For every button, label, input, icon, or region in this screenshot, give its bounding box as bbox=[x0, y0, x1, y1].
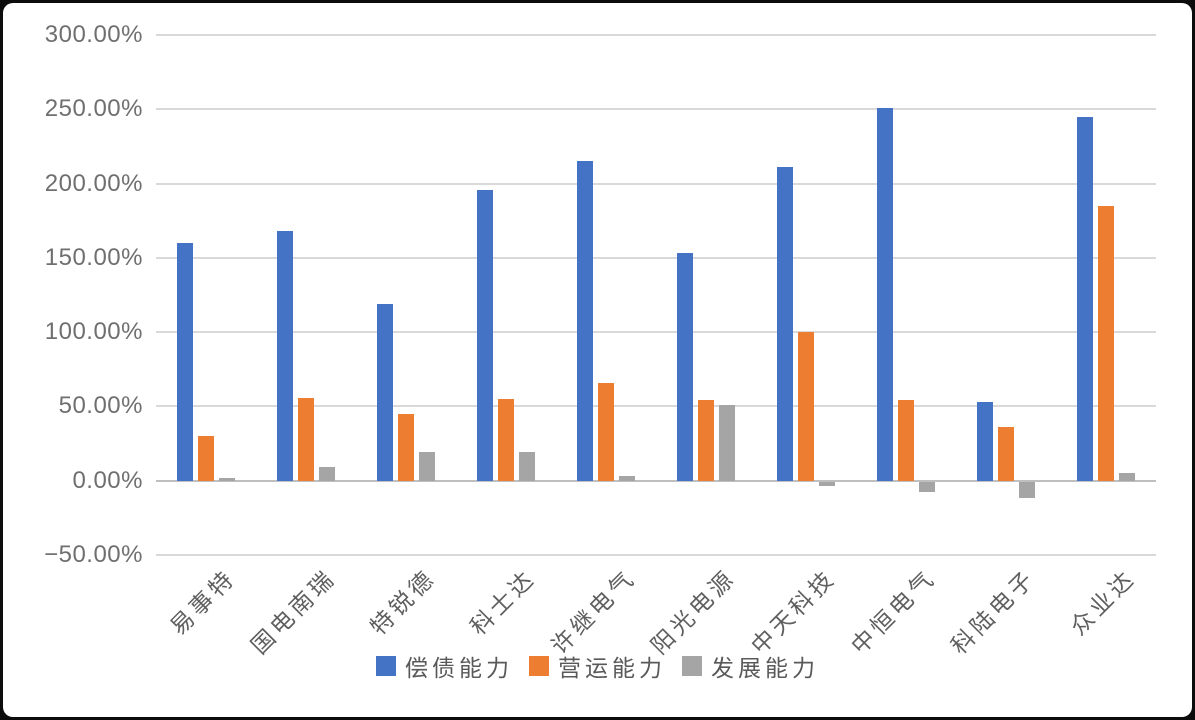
legend-swatch-icon-0 bbox=[376, 656, 396, 676]
bar-s2-c6 bbox=[818, 481, 836, 487]
y-tick-label: −50.00% bbox=[44, 541, 143, 568]
y-tick-label: 150.00% bbox=[44, 243, 143, 271]
bar-s0-c6 bbox=[776, 167, 794, 481]
x-axis-label-5: 阳光电源 bbox=[645, 564, 741, 659]
legend-label-2: 发展能力 bbox=[711, 655, 819, 681]
bar-s1-c7 bbox=[897, 400, 915, 481]
y-tick-label: 0.00% bbox=[72, 466, 143, 494]
bar-s2-c2 bbox=[418, 452, 436, 481]
bar-s0-c4 bbox=[576, 161, 594, 481]
bar-s2-c1 bbox=[318, 467, 336, 481]
bar-s2-c0 bbox=[218, 477, 236, 481]
bar-s0-c3 bbox=[476, 189, 494, 481]
bar-s1-c2 bbox=[397, 413, 415, 481]
x-axis-label-3: 科士达 bbox=[464, 564, 541, 640]
bar-s1-c9 bbox=[1097, 205, 1115, 481]
y-tick-label: 50.00% bbox=[58, 392, 143, 420]
y-tick-label: 100.00% bbox=[44, 318, 143, 346]
y-tick-label: 250.00% bbox=[44, 95, 143, 123]
legend-swatch-icon-1 bbox=[529, 656, 549, 676]
bar-s0-c0 bbox=[176, 243, 194, 481]
x-axis-label-8: 科陆电子 bbox=[945, 564, 1041, 659]
gridline bbox=[156, 331, 1156, 334]
bar-s0-c1 bbox=[276, 231, 294, 481]
bar-s1-c6 bbox=[797, 332, 815, 481]
x-axis-label-2: 特锐德 bbox=[364, 564, 441, 640]
gridline bbox=[156, 554, 1156, 556]
legend-item-1: 营运能力 bbox=[529, 649, 666, 683]
y-tick-label: 300.00% bbox=[44, 21, 143, 48]
x-axis-label-9: 众业达 bbox=[1064, 564, 1141, 640]
x-axis-label-6: 中天科技 bbox=[745, 564, 841, 659]
bar-s0-c5 bbox=[676, 253, 694, 481]
bar-s0-c2 bbox=[376, 303, 394, 481]
y-tick-label: 200.00% bbox=[44, 169, 143, 197]
gridline bbox=[156, 405, 1156, 408]
legend-item-0: 偿债能力 bbox=[376, 649, 513, 683]
bar-s1-c3 bbox=[497, 399, 515, 481]
bar-s1-c0 bbox=[197, 436, 215, 481]
legend-swatch-icon-2 bbox=[682, 656, 702, 676]
x-axis-label-1: 国电南瑞 bbox=[245, 564, 341, 659]
bar-s0-c9 bbox=[1076, 116, 1094, 481]
bar-s0-c7 bbox=[876, 107, 894, 481]
x-axis-line bbox=[156, 479, 1156, 482]
bar-s2-c3 bbox=[518, 452, 536, 481]
legend-label-0: 偿债能力 bbox=[405, 655, 513, 681]
gridline bbox=[156, 108, 1156, 111]
bar-s1-c4 bbox=[597, 382, 615, 481]
legend-label-1: 营运能力 bbox=[558, 655, 666, 681]
bar-s1-c8 bbox=[997, 427, 1015, 481]
bar-s2-c7 bbox=[918, 481, 936, 493]
bar-s1-c5 bbox=[697, 400, 715, 481]
legend-item-2: 发展能力 bbox=[682, 649, 819, 683]
x-axis-label-4: 许继电气 bbox=[545, 564, 641, 659]
bar-s2-c5 bbox=[718, 404, 736, 481]
gridline bbox=[156, 34, 1156, 36]
bar-s2-c4 bbox=[618, 476, 636, 481]
bar-s2-c8 bbox=[1018, 481, 1036, 499]
bar-s1-c1 bbox=[297, 397, 315, 481]
gridline bbox=[156, 256, 1156, 259]
gridline bbox=[156, 182, 1156, 185]
legend: 偿债能力 营运能力 发展能力 bbox=[3, 649, 1192, 683]
bar-s2-c9 bbox=[1118, 473, 1136, 481]
chart-card: 300.00% 250.00% 200.00% 150.00% 100.00% 50.00… bbox=[3, 3, 1192, 717]
x-axis-label-0: 易事特 bbox=[164, 564, 241, 640]
bar-s0-c8 bbox=[976, 401, 994, 481]
x-axis-label-7: 中恒电气 bbox=[845, 564, 941, 659]
